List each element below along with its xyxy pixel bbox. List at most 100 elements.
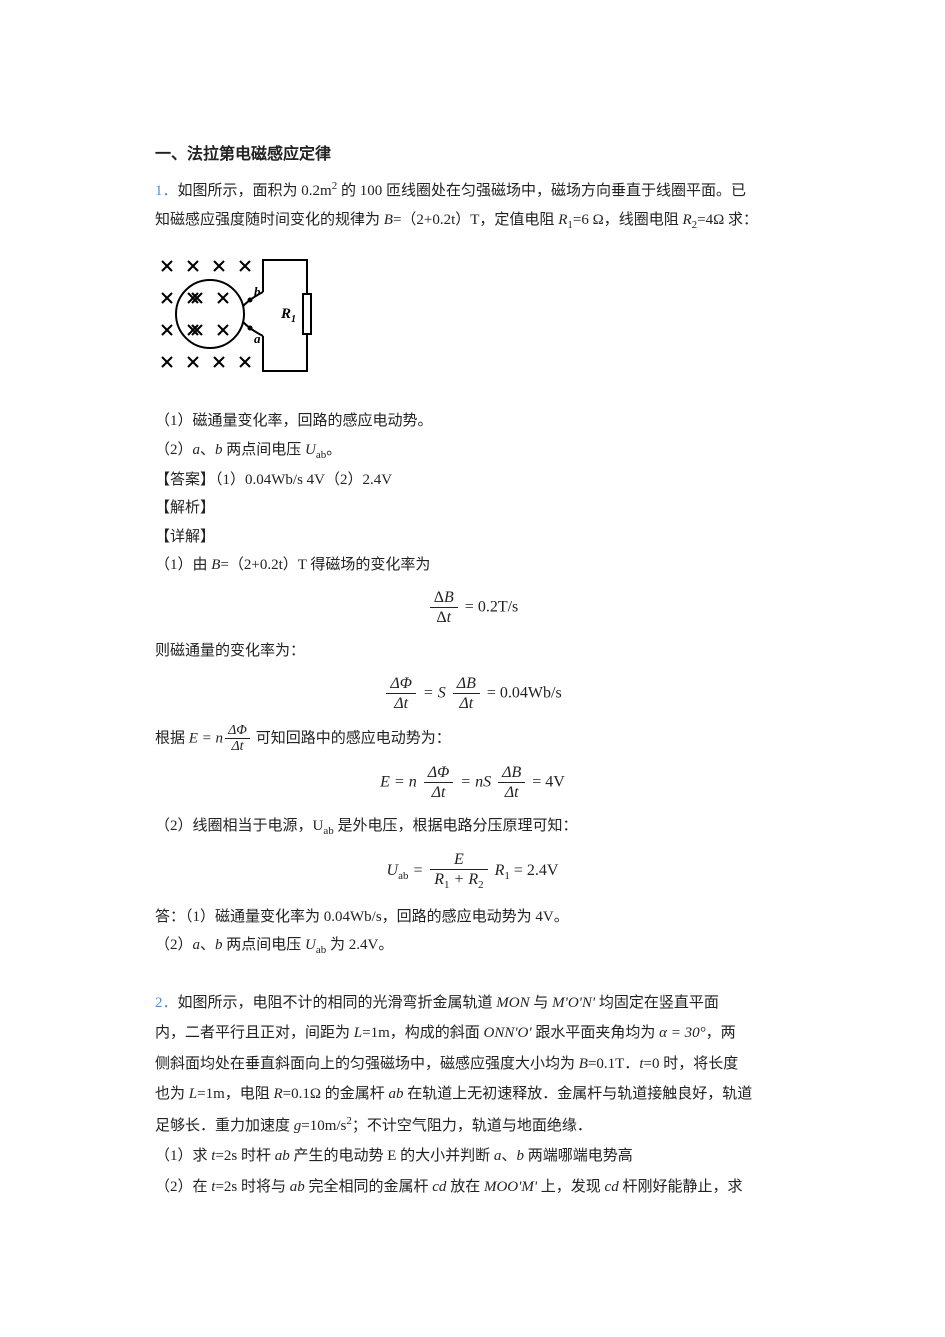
p2l3v: B (579, 1056, 588, 1072)
f1nv: B (444, 589, 454, 606)
al2a: （2） (155, 937, 193, 953)
problem1-intro-line1: 1．如图所示，面积为 0.2m2 的 100 匝线圈处在匀强磁场中，磁场方向垂直… (155, 176, 790, 206)
problem2-line2: 内，二者平行且正对，间距为 L=1m，构成的斜面 ONN'O' 跟水平面夹角均为… (155, 1019, 790, 1048)
al2b: 、 (200, 937, 215, 953)
s3b: 可知回路中的感应电动势为： (252, 730, 451, 746)
s3d: Δt (225, 739, 250, 754)
p1-R2var: R (682, 212, 691, 228)
al2c: 两点间电压 (223, 937, 306, 953)
step4: （2）线圈相当于电源，Uab 是外电压，根据电路分压原理可知： (155, 812, 790, 842)
node-b (248, 297, 253, 302)
p2q2i1: ab (290, 1179, 305, 1195)
f4s: ab (398, 870, 408, 882)
f2n1: ΔΦ (386, 674, 416, 694)
p2l4a: 也为 (155, 1086, 189, 1102)
p2q2e: 上，发现 (537, 1179, 605, 1195)
problem1-number: 1． (155, 183, 178, 199)
p2l1b: 与 (530, 995, 553, 1011)
p1q2-sub: ab (316, 449, 326, 461)
p2l1c: 均固定在竖直平面 (595, 995, 719, 1011)
answer-line2: （2）a、b 两点间电压 Uab 为 2.4V。 (155, 931, 790, 961)
p2l5a: 足够长．重力加速度 (155, 1118, 294, 1134)
p2l4rv: R (274, 1086, 283, 1102)
p2q2b: =2s 时将与 (215, 1179, 289, 1195)
step1: （1）由 B=（2+0.2t）T 得磁场的变化率为 (155, 551, 790, 580)
al2s: ab (316, 944, 326, 956)
f2d1: Δt (386, 694, 416, 713)
s3n: ΔΦ (225, 723, 250, 739)
problem2-q2: （2）在 t=2s 时将与 ab 完全相同的金属杆 cd 放在 MOO'M' 上… (155, 1173, 790, 1202)
resistor-R1 (303, 294, 311, 334)
f4num: E (430, 850, 487, 870)
p2l4c: =0.1Ω 的金属杆 (283, 1086, 389, 1102)
p1-R1val: =6 Ω，线圈电阻 (573, 212, 683, 228)
p2l2c: 跟水平面夹角均为 (532, 1025, 660, 1041)
s4a: （2）线圈相当于电源，U (155, 818, 323, 834)
f4da: R (434, 871, 444, 888)
f3rhs: = 4V (532, 773, 565, 790)
al2d: 为 2.4V。 (326, 937, 393, 953)
p2l5c: ；不计空气阻力，轨道与地面绝缘． (352, 1118, 592, 1134)
p2l1i2: M'O'N' (552, 995, 595, 1011)
circuit-diagram: b a R1 (155, 248, 790, 394)
f1n1: Δ (434, 589, 444, 606)
problem2-q1: （1）求 t=2s 时杆 ab 产生的电动势 E 的大小并判断 a、b 两端哪端… (155, 1142, 790, 1171)
f3n2: ΔB (498, 763, 525, 783)
p2q2d: 放在 (446, 1179, 484, 1195)
f4v: U (387, 862, 399, 879)
s3E: E = n (189, 730, 223, 746)
section-title: 一、法拉第电磁感应定律 (155, 140, 790, 170)
p2l2b: =1m，构成的斜面 (362, 1025, 483, 1041)
p1-l2a: 知磁感应强度随时间变化的规律为 (155, 212, 384, 228)
node-a (248, 325, 253, 330)
p2q2f: 杆刚好能静止，求 (619, 1179, 743, 1195)
xiangjie-label: 【详解】 (155, 523, 790, 552)
formula3: E = n ΔΦΔt = nS ΔBΔt = 4V (155, 763, 790, 802)
f4dp: + (450, 871, 469, 888)
p2q1e: 两端哪端电势高 (524, 1148, 633, 1164)
p2q1i: ab (275, 1148, 290, 1164)
p1q2-a: （2） (155, 442, 193, 458)
f2rhs: = 0.04Wb/s (487, 684, 562, 701)
f3mid: = nS (460, 773, 491, 790)
f3n1: ΔΦ (424, 763, 454, 783)
p2l2alpha: α = 30° (659, 1025, 706, 1041)
answer-line1: 答：（1）磁通量变化率为 0.04Wb/s，回路的感应电动势为 4V。 (155, 903, 790, 932)
loop-top (263, 260, 307, 294)
p2l3b: =0.1T． (588, 1056, 639, 1072)
p1-Bvar: B (384, 212, 393, 228)
p2l4b: =1m，电阻 (197, 1086, 273, 1102)
p2num: 2． (155, 995, 178, 1011)
problem2-line1: 2．如图所示，电阻不计的相同的光滑弯折金属轨道 MON 与 M'O'N' 均固定… (155, 989, 790, 1018)
f4rv: R (495, 862, 505, 879)
f1rhs: = 0.2T/s (465, 598, 518, 615)
f4eq: = (412, 862, 427, 879)
problem2-line4: 也为 L=1m，电阻 R=0.1Ω 的金属杆 ab 在轨道上无初速释放．金属杆与… (155, 1080, 790, 1109)
p1q2-d: 。 (326, 442, 341, 458)
f3d1: Δt (424, 783, 454, 802)
f3d2: Δt (498, 783, 525, 802)
problem1-text-b: 的 100 匝线圈处在匀强磁场中，磁场方向垂直于线圈平面。已 (337, 183, 746, 199)
formula1: ΔBΔt = 0.2T/s (155, 588, 790, 627)
f1dv: t (447, 609, 451, 626)
p2l4v: L (189, 1086, 197, 1102)
step2: 则磁通量的变化率为： (155, 637, 790, 666)
p2q1c: 产生的电动势 E 的大小并判断 (290, 1148, 494, 1164)
p2l2i: ONN'O' (484, 1025, 532, 1041)
p1q2-b: 、 (200, 442, 215, 458)
f2n2: ΔB (453, 674, 480, 694)
formula4: Uab = ER1 + R2 R1 = 2.4V (155, 850, 790, 893)
p1q2-var: U (305, 442, 316, 458)
formula2: ΔΦΔt = S ΔBΔt = 0.04Wb/s (155, 674, 790, 713)
al2i2: b (215, 937, 223, 953)
p2q1a: （1）求 (155, 1148, 211, 1164)
al2v: U (305, 937, 316, 953)
s4b: 是外电压，根据电路分压原理可知： (334, 818, 578, 834)
p2q2i3: MOO'M' (484, 1179, 537, 1195)
answer-label: 【答案】（1）0.04Wb/s 4V（2）2.4V (155, 466, 790, 495)
f4rhs: = 2.4V (514, 862, 559, 879)
coil-circle (176, 280, 244, 348)
p2q2c: 完全相同的金属杆 (305, 1179, 433, 1195)
f1d1: Δ (436, 609, 446, 626)
p1-R2val: =4Ω 求： (697, 212, 758, 228)
